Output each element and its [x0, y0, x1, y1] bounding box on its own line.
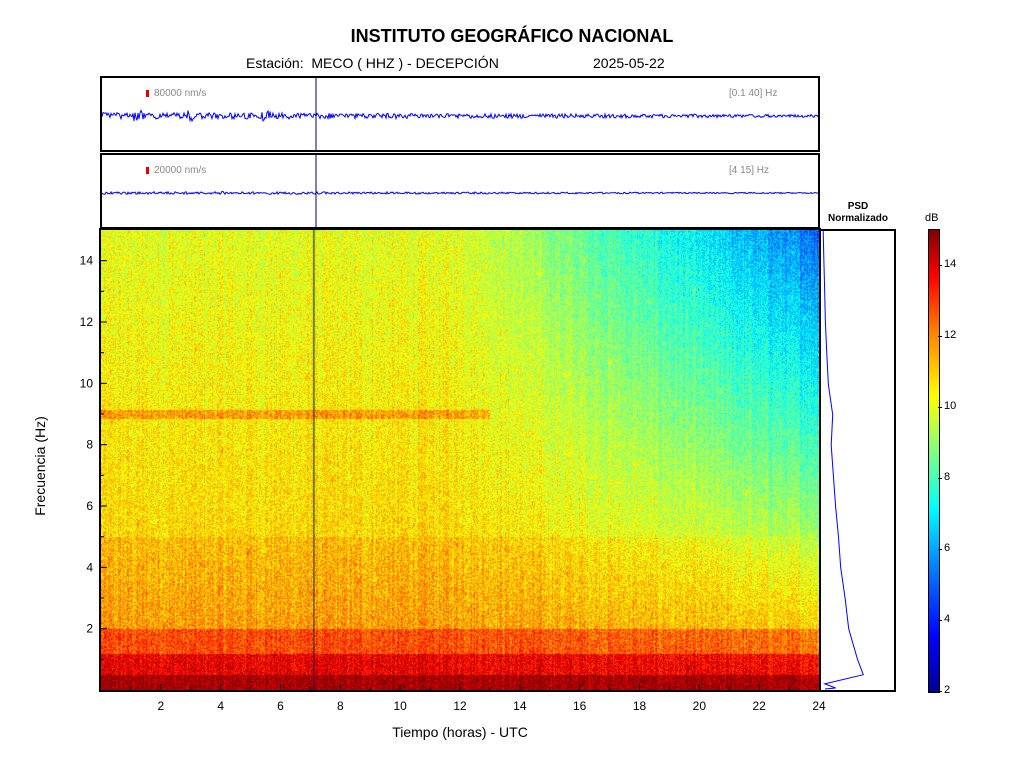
y-tick-label: 14 — [80, 254, 94, 268]
y-tick-label: 12 — [80, 315, 94, 329]
date-label: 2025-05-22 — [593, 55, 665, 71]
station-subtitle: Estación: MECO ( HHZ ) - DECEPCIÓN — [246, 55, 499, 71]
colorbar-unit: dB — [925, 212, 939, 224]
psd-title-line2: Normalizado — [827, 213, 888, 224]
trace-panel-broadband: 80000 nm/s [0.1 40] Hz — [100, 76, 820, 152]
colorbar-tick-label: 14 — [944, 257, 957, 270]
x-tick-label: 8 — [337, 699, 344, 713]
chart-title: INSTITUTO GEOGRÁFICO NACIONAL — [350, 26, 674, 46]
colorbar-tick-label: 10 — [944, 399, 957, 412]
spectrogram-heatmap — [101, 230, 819, 690]
x-tick-label: 2 — [157, 699, 164, 713]
psd-curve — [822, 231, 864, 690]
psd-panel — [819, 229, 896, 692]
seismic-trace-filtered — [102, 155, 818, 227]
x-tick-label: 6 — [277, 699, 284, 713]
scale-bar-icon — [146, 167, 149, 174]
trace-band-label: [0.1 40] Hz — [729, 88, 778, 99]
colorbar-tick — [938, 548, 942, 550]
scale-bar-icon — [146, 90, 149, 97]
x-tick-label: 20 — [693, 699, 707, 713]
y-tick-label: 6 — [86, 499, 93, 513]
colorbar-tick — [938, 335, 942, 337]
colorbar-tick — [938, 619, 942, 621]
colorbar-tick — [938, 406, 942, 408]
x-tick-label: 24 — [812, 699, 826, 713]
y-tick-label: 8 — [86, 438, 93, 452]
colorbar-tick — [938, 264, 942, 266]
seismic-trace-broadband — [102, 78, 818, 150]
trace-scale-label: 80000 nm/s — [154, 88, 207, 99]
colorbar-tick-label: 6 — [944, 541, 951, 554]
y-tick-label: 4 — [86, 560, 93, 574]
colorbar-tick — [938, 691, 942, 692]
psd-title-line1: PSD — [847, 201, 869, 212]
colorbar-tick-label: 8 — [944, 470, 951, 483]
trace-panel-filtered: 20000 nm/s [4 15] Hz — [100, 153, 820, 229]
x-tick-label: 12 — [453, 699, 467, 713]
psd-title: PSD Normalizado — [820, 201, 896, 225]
x-tick-label: 16 — [573, 699, 587, 713]
x-tick-label: 22 — [752, 699, 766, 713]
colorbar-tick-label: 12 — [944, 328, 957, 341]
y-tick-label: 10 — [80, 376, 94, 390]
colorbar-tick — [938, 477, 942, 479]
colorbar — [928, 229, 940, 693]
x-axis-label: Tiempo (horas) - UTC — [392, 724, 528, 740]
trace-band-label: [4 15] Hz — [729, 165, 770, 176]
x-tick-label: 4 — [217, 699, 224, 713]
trace-scale-label: 20000 nm/s — [154, 165, 207, 176]
x-tick-label: 10 — [393, 699, 407, 713]
y-axis-label: Frecuencia (Hz) — [32, 416, 48, 516]
y-tick-label: 2 — [86, 622, 93, 636]
colorbar-tick-label: 4 — [944, 612, 951, 625]
x-tick-label: 14 — [513, 699, 527, 713]
colorbar-tick-label: 2 — [944, 684, 951, 696]
x-tick-label: 18 — [633, 699, 647, 713]
